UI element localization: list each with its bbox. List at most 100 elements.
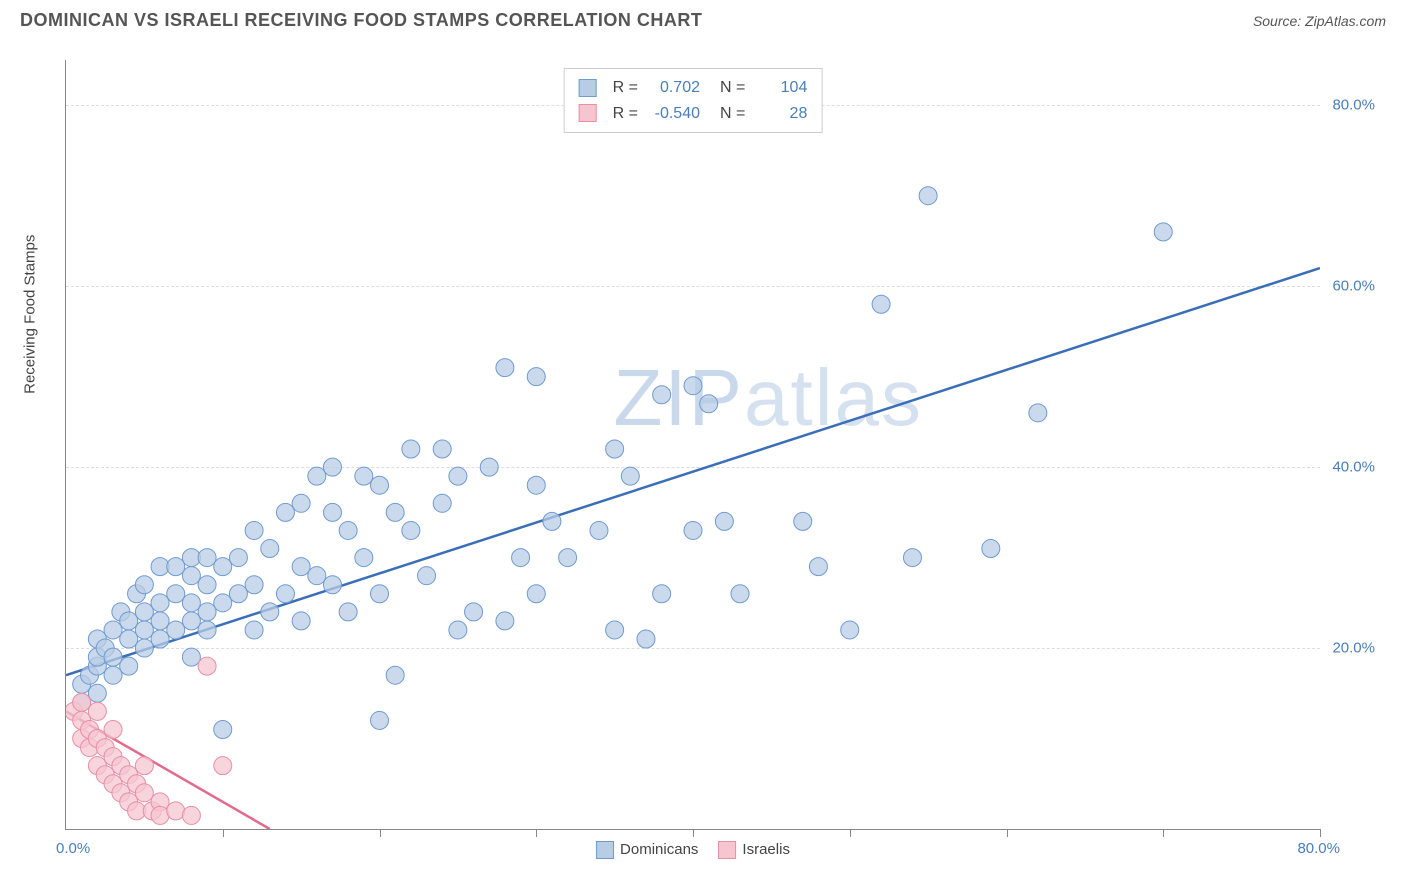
data-point [449,621,467,639]
data-point [198,576,216,594]
data-point [418,567,436,585]
data-point [402,440,420,458]
data-point [465,603,483,621]
legend-swatch [718,841,736,859]
data-point [198,621,216,639]
data-point [903,549,921,567]
data-point [308,567,326,585]
correlation-row: R =-0.540N =28 [579,101,808,127]
data-point [104,621,122,639]
y-tick-label: 40.0% [1332,459,1375,476]
data-point [245,521,263,539]
data-point [371,711,389,729]
data-point [715,512,733,530]
data-point [182,612,200,630]
data-point [496,359,514,377]
data-point [214,558,232,576]
data-point [480,458,498,476]
data-point [182,648,200,666]
data-point [527,476,545,494]
trend-line [66,268,1320,675]
data-point [809,558,827,576]
bottom-legend: Dominicans Israelis [596,841,790,859]
data-point [919,187,937,205]
plot-area: ZIPatlas R =0.702N =104R =-0.540N =28 0.… [65,60,1320,830]
data-point [151,612,169,630]
data-point [167,558,185,576]
data-point [135,576,153,594]
data-point [229,549,247,567]
data-point [151,630,169,648]
data-point [182,806,200,824]
legend-swatch [579,104,597,122]
x-axis-min-label: 0.0% [56,840,90,857]
data-point [433,440,451,458]
chart-title: DOMINICAN VS ISRAELI RECEIVING FOOD STAM… [20,10,702,31]
data-point [151,806,169,824]
data-point [135,639,153,657]
data-point [292,494,310,512]
data-point [261,540,279,558]
data-point [229,585,247,603]
legend-item: Israelis [718,841,790,859]
data-point [684,521,702,539]
data-point [355,467,373,485]
data-point [214,720,232,738]
data-point [167,585,185,603]
data-point [449,467,467,485]
legend-label: Israelis [742,841,790,858]
data-point [214,757,232,775]
y-axis-label: Receiving Food Stamps [22,235,39,394]
data-point [135,603,153,621]
data-point [135,757,153,775]
data-point [684,377,702,395]
data-point [198,657,216,675]
data-point [700,395,718,413]
data-point [386,503,404,521]
data-point [872,295,890,313]
data-point [182,594,200,612]
data-point [606,440,624,458]
data-point [104,666,122,684]
data-point [982,540,1000,558]
data-point [339,521,357,539]
x-tick [1163,829,1164,837]
data-point [1029,404,1047,422]
data-point [276,503,294,521]
data-point [135,621,153,639]
x-tick [693,829,694,837]
data-point [261,603,279,621]
data-point [151,594,169,612]
data-point [292,612,310,630]
data-point [167,802,185,820]
data-point [104,648,122,666]
data-point [731,585,749,603]
correlation-legend: R =0.702N =104R =-0.540N =28 [564,68,823,133]
data-point [323,576,341,594]
data-point [386,666,404,684]
x-axis-max-label: 80.0% [1297,840,1340,857]
data-point [543,512,561,530]
data-point [120,657,138,675]
data-point [323,503,341,521]
data-point [653,585,671,603]
data-point [167,621,185,639]
data-point [120,630,138,648]
data-point [214,594,232,612]
data-point [512,549,530,567]
x-tick [850,829,851,837]
data-point [198,603,216,621]
data-point [120,612,138,630]
data-point [371,585,389,603]
data-point [371,476,389,494]
legend-label: Dominicans [620,841,698,858]
data-point [88,684,106,702]
x-tick [536,829,537,837]
source-attribution: Source: ZipAtlas.com [1253,13,1386,29]
data-point [104,720,122,738]
data-point [637,630,655,648]
data-point [794,512,812,530]
data-point [198,549,216,567]
data-point [590,521,608,539]
data-point [559,549,577,567]
